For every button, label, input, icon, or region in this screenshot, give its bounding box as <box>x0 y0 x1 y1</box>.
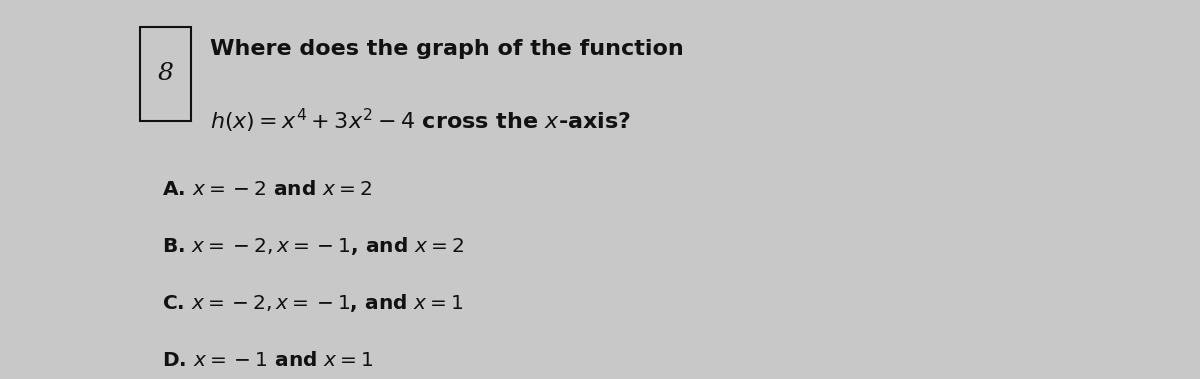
Text: $h(x) = x^4 + 3x^2 - 4$ cross the $x$-axis?: $h(x) = x^4 + 3x^2 - 4$ cross the $x$-ax… <box>210 107 631 135</box>
Text: B. $x = -2, x = -1$, and $x = 2$: B. $x = -2, x = -1$, and $x = 2$ <box>162 235 464 257</box>
Text: D. $x = -1$ and $x = 1$: D. $x = -1$ and $x = 1$ <box>162 351 373 370</box>
Text: Where does the graph of the function: Where does the graph of the function <box>210 39 684 59</box>
Text: 8: 8 <box>157 63 174 85</box>
Text: A. $x = -2$ and $x = 2$: A. $x = -2$ and $x = 2$ <box>162 180 372 199</box>
Text: C. $x = -2, x = -1$, and $x = 1$: C. $x = -2, x = -1$, and $x = 1$ <box>162 292 463 314</box>
Bar <box>140 27 191 121</box>
